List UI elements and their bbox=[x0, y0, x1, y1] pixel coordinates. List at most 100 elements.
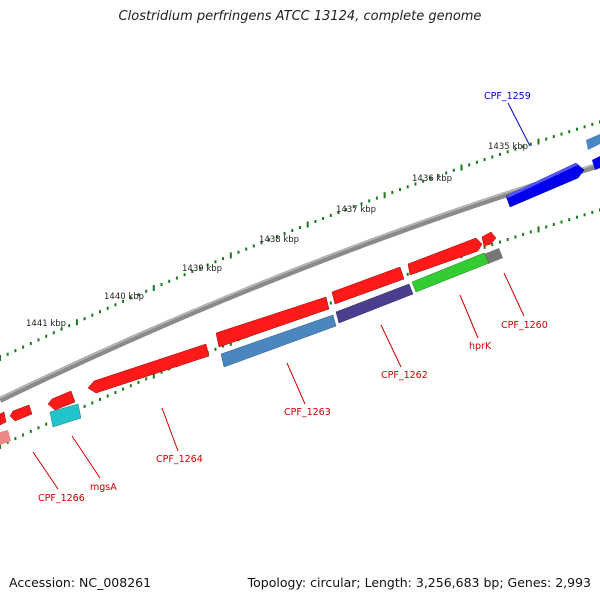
inner-tick bbox=[537, 226, 540, 233]
scale-label-1439: 1439 kbp bbox=[182, 264, 222, 274]
inner-tick bbox=[160, 370, 163, 374]
outer-tick bbox=[560, 132, 563, 136]
outer-tick bbox=[99, 310, 101, 314]
outer-tick bbox=[22, 345, 25, 349]
outer-tick bbox=[145, 289, 148, 293]
outer-tick bbox=[0, 355, 1, 361]
inner-tick bbox=[529, 230, 532, 234]
outer-tick bbox=[329, 214, 332, 217]
gene-label-cpf-1262[interactable]: CPF_1262 bbox=[381, 370, 428, 381]
outer-tick bbox=[383, 192, 386, 199]
scale-label-1441: 1441 kbp bbox=[26, 319, 66, 329]
outer-tick bbox=[6, 352, 9, 356]
inner-tick bbox=[406, 272, 409, 276]
inner-tick bbox=[329, 301, 332, 305]
inner-tick bbox=[91, 401, 94, 405]
leader-line-cpf-1259 bbox=[507, 102, 531, 147]
outer-tick bbox=[375, 196, 378, 200]
outer-tick bbox=[14, 349, 17, 353]
outer-tick bbox=[337, 211, 340, 215]
gene-label-cpf-1260[interactable]: CPF_1260 bbox=[501, 320, 548, 331]
inner-tick bbox=[222, 344, 225, 348]
scale-label-1435: 1435 kbp bbox=[488, 142, 528, 152]
outer-tick bbox=[537, 138, 540, 145]
outer-tick bbox=[160, 283, 163, 287]
outer-tick bbox=[222, 257, 225, 261]
gene-feature-blue-right[interactable] bbox=[592, 156, 600, 170]
outer-tick bbox=[229, 252, 232, 259]
gene-feature-mgsa[interactable] bbox=[49, 403, 82, 428]
outer-tick bbox=[199, 266, 201, 270]
inner-tick bbox=[568, 218, 571, 222]
outer-tick bbox=[460, 164, 463, 171]
outer-tick bbox=[75, 319, 78, 326]
inner-tick bbox=[106, 394, 109, 398]
inner-tick bbox=[575, 215, 578, 219]
outer-tick bbox=[583, 125, 586, 129]
outer-tick bbox=[575, 127, 578, 131]
outer-tick bbox=[506, 150, 509, 154]
gene-feature-red-6[interactable] bbox=[9, 404, 33, 422]
gene-feature-cpf-1263[interactable] bbox=[220, 314, 337, 368]
outer-tick bbox=[283, 232, 286, 236]
inner-tick bbox=[37, 426, 40, 430]
outer-tick bbox=[252, 244, 255, 248]
outer-tick bbox=[129, 296, 132, 300]
outer-tick bbox=[245, 247, 248, 251]
outer-tick bbox=[314, 220, 317, 223]
inner-tick bbox=[114, 391, 117, 394]
gene-label-cpf-1264[interactable]: CPF_1264 bbox=[156, 454, 203, 465]
leader-line-cpf-1266 bbox=[32, 451, 59, 490]
outer-tick bbox=[591, 122, 594, 126]
gene-label-cpf-1266[interactable]: CPF_1266 bbox=[38, 493, 85, 504]
outer-tick bbox=[345, 208, 348, 212]
outer-tick bbox=[206, 263, 209, 267]
inner-tick bbox=[499, 240, 501, 244]
gene-feature-hprk[interactable] bbox=[411, 252, 490, 293]
gene-label-mgsa[interactable]: mgsA bbox=[90, 482, 117, 493]
inner-tick bbox=[137, 380, 140, 384]
outer-tick bbox=[391, 190, 394, 194]
gene-feature-cpf-1260-upper[interactable] bbox=[481, 231, 497, 247]
outer-tick bbox=[183, 273, 186, 277]
scale-label-1437: 1437 kbp bbox=[336, 205, 376, 215]
gene-feature-red-5[interactable] bbox=[47, 390, 76, 411]
outer-tick bbox=[414, 182, 417, 186]
outer-tick bbox=[568, 130, 571, 134]
gene-feature-red-7[interactable] bbox=[0, 411, 7, 426]
gene-feature-gray[interactable] bbox=[484, 248, 503, 264]
inner-tick bbox=[122, 387, 125, 391]
outer-tick bbox=[191, 270, 194, 273]
inner-tick bbox=[491, 243, 494, 247]
outer-tick bbox=[445, 171, 448, 175]
topology-text: Topology: circular; Length: 3,256,683 bp… bbox=[247, 575, 591, 590]
inner-tick bbox=[14, 437, 17, 441]
outer-tick bbox=[368, 199, 371, 203]
gene-feature-red-4[interactable] bbox=[87, 343, 210, 394]
outer-tick bbox=[406, 185, 409, 189]
inner-tick bbox=[552, 223, 555, 226]
gene-label-hprk[interactable]: hprK bbox=[469, 341, 492, 352]
genome-backbone-highlight bbox=[0, 162, 600, 399]
outer-tick bbox=[152, 285, 155, 291]
outer-tick bbox=[399, 188, 401, 192]
outer-tick bbox=[437, 174, 440, 178]
gene-feature-red-2[interactable] bbox=[331, 266, 405, 305]
outer-tick bbox=[37, 338, 40, 342]
outer-tick bbox=[529, 142, 532, 146]
outer-tick bbox=[29, 342, 32, 345]
outer-tick bbox=[106, 306, 109, 310]
outer-tick bbox=[68, 324, 71, 328]
gene-feature-red-1[interactable] bbox=[407, 237, 483, 276]
gene-label-cpf-1263[interactable]: CPF_1263 bbox=[284, 407, 331, 418]
gene-feature-cpf-1259[interactable] bbox=[505, 162, 585, 208]
outer-tick bbox=[291, 229, 294, 232]
outer-tick bbox=[475, 160, 478, 164]
gene-feature-pink[interactable] bbox=[0, 430, 11, 445]
gene-feature-red-3[interactable] bbox=[215, 296, 330, 348]
map-title: Clostridium perfringens ATCC 13124, comp… bbox=[118, 9, 482, 24]
outer-tick bbox=[237, 250, 240, 254]
gene-feature-cpf-1262[interactable] bbox=[335, 283, 414, 324]
gene-label-cpf-1259[interactable]: CPF_1259 bbox=[484, 91, 531, 102]
